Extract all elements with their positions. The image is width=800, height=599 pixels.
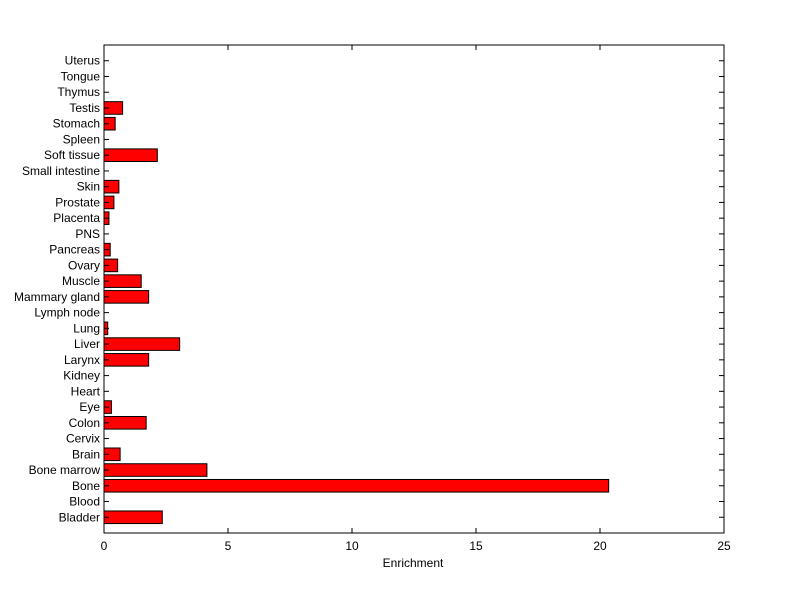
bar-bladder bbox=[103, 510, 163, 525]
y-tick-label-soft-tissue: Soft tissue bbox=[44, 148, 100, 162]
y-tick-label-lymph-node: Lymph node bbox=[34, 306, 100, 320]
x-tick-label: 10 bbox=[345, 539, 359, 553]
y-tick-label-pancreas: Pancreas bbox=[49, 243, 100, 257]
y-tick-label-larynx: Larynx bbox=[64, 353, 100, 367]
bar-colon bbox=[103, 416, 147, 430]
y-tick-label-tongue: Tongue bbox=[61, 69, 101, 83]
y-tick-label-liver: Liver bbox=[74, 337, 100, 351]
y-tick-label-brain: Brain bbox=[72, 447, 100, 461]
bar-bone-marrow bbox=[103, 463, 208, 477]
y-tick-label-bone-marrow: Bone marrow bbox=[29, 463, 101, 477]
bar-liver bbox=[103, 337, 181, 351]
bar-muscle bbox=[103, 274, 142, 288]
y-tick-label-pns: PNS bbox=[75, 227, 100, 241]
y-tick-label-heart: Heart bbox=[71, 384, 101, 398]
y-tick-label-eye: Eye bbox=[79, 400, 100, 414]
y-tick-label-muscle: Muscle bbox=[62, 274, 100, 288]
y-tick-label-spleen: Spleen bbox=[63, 132, 100, 146]
x-tick-label: 25 bbox=[717, 539, 731, 553]
y-tick-label-uterus: Uterus bbox=[65, 54, 100, 68]
y-tick-label-stomach: Stomach bbox=[53, 117, 100, 131]
bar-larynx bbox=[103, 353, 150, 367]
y-tick-label-testis: Testis bbox=[69, 101, 100, 115]
x-tick-label: 0 bbox=[101, 539, 108, 553]
bar-bone bbox=[103, 478, 610, 493]
bar-mammary-gland bbox=[103, 290, 150, 304]
y-tick-label-bladder: Bladder bbox=[59, 510, 100, 524]
x-axis: 0 5 10 15 20 25 bbox=[101, 45, 731, 553]
y-tick-label-lung: Lung bbox=[73, 321, 100, 335]
bars bbox=[103, 101, 610, 525]
y-tick-label-cervix: Cervix bbox=[66, 432, 100, 446]
y-tick-label-thymus: Thymus bbox=[57, 85, 100, 99]
x-tick-label: 15 bbox=[469, 539, 483, 553]
y-tick-label-placenta: Placenta bbox=[53, 211, 100, 225]
x-axis-label: Enrichment bbox=[383, 556, 444, 570]
y-tick-label-small-intestine: Small intestine bbox=[22, 164, 100, 178]
y-tick-label-skin: Skin bbox=[77, 180, 100, 194]
y-tick-label-blood: Blood bbox=[69, 495, 100, 509]
bar-soft-tissue bbox=[103, 148, 158, 162]
y-tick-label-mammary-gland: Mammary gland bbox=[14, 290, 100, 304]
y-tick-label-bone: Bone bbox=[72, 479, 100, 493]
y-tick-label-prostate: Prostate bbox=[55, 195, 100, 209]
plot-frame bbox=[103, 44, 725, 534]
x-tick-label: 20 bbox=[593, 539, 607, 553]
y-tick-label-ovary: Ovary bbox=[68, 258, 100, 272]
x-tick-label: 5 bbox=[225, 539, 232, 553]
y-tick-label-colon: Colon bbox=[69, 416, 100, 430]
y-tick-label-kidney: Kidney bbox=[63, 369, 100, 383]
